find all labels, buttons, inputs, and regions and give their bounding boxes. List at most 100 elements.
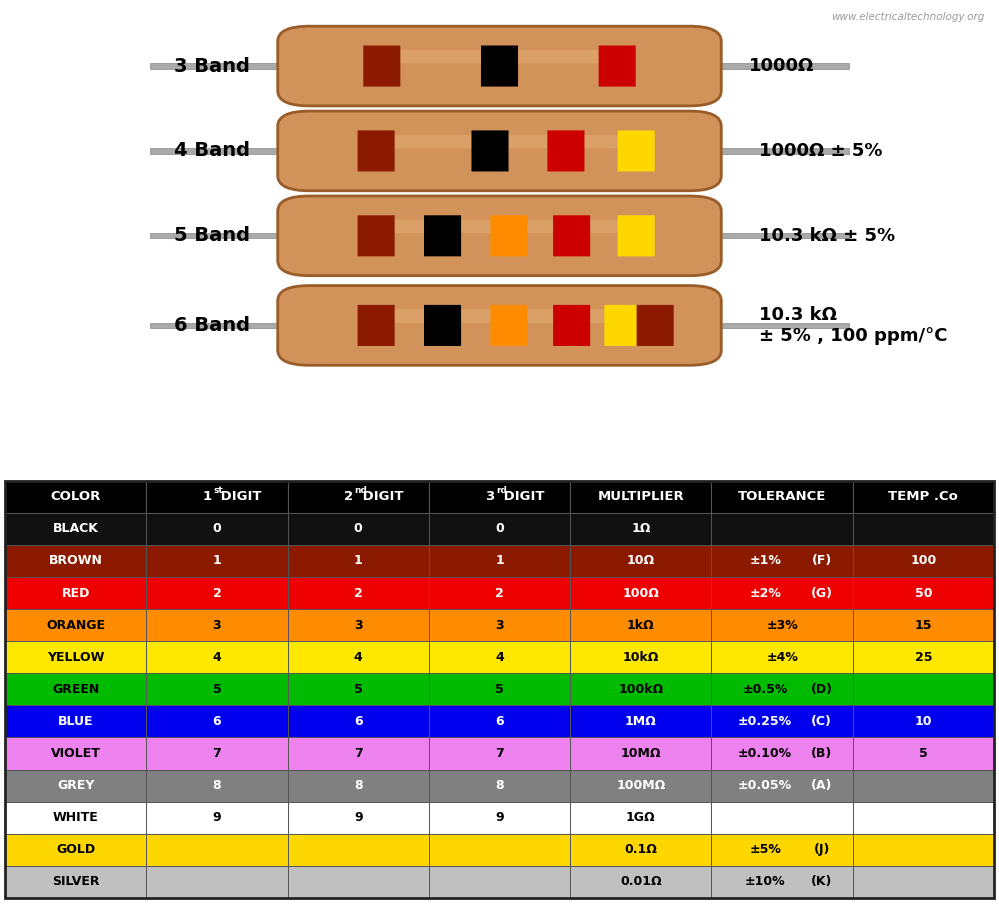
Text: 2: 2	[496, 587, 503, 600]
FancyBboxPatch shape	[358, 215, 395, 257]
Polygon shape	[150, 63, 310, 69]
FancyBboxPatch shape	[617, 215, 654, 257]
FancyBboxPatch shape	[853, 610, 994, 641]
FancyBboxPatch shape	[5, 737, 146, 769]
FancyBboxPatch shape	[5, 481, 146, 512]
Text: 25: 25	[915, 650, 932, 664]
Text: 5: 5	[919, 747, 928, 760]
FancyBboxPatch shape	[5, 641, 146, 673]
Text: ±3%: ±3%	[766, 619, 798, 631]
Text: 2: 2	[213, 587, 222, 600]
FancyBboxPatch shape	[146, 641, 288, 673]
Text: 10.3 kΩ ± 5%: 10.3 kΩ ± 5%	[759, 227, 895, 245]
FancyBboxPatch shape	[429, 481, 570, 512]
FancyBboxPatch shape	[424, 305, 462, 346]
FancyBboxPatch shape	[5, 769, 146, 802]
Text: GREY: GREY	[57, 779, 94, 792]
FancyBboxPatch shape	[5, 834, 146, 866]
FancyBboxPatch shape	[358, 131, 395, 171]
FancyBboxPatch shape	[278, 26, 721, 106]
Text: 8: 8	[496, 779, 503, 792]
FancyBboxPatch shape	[146, 577, 288, 610]
FancyBboxPatch shape	[547, 131, 584, 171]
Polygon shape	[689, 149, 849, 153]
FancyBboxPatch shape	[146, 610, 288, 641]
Text: ±10%: ±10%	[745, 875, 785, 888]
Text: 3: 3	[213, 619, 221, 631]
FancyBboxPatch shape	[711, 481, 853, 512]
Text: 100: 100	[910, 554, 936, 568]
FancyBboxPatch shape	[491, 215, 527, 257]
Text: 8: 8	[213, 779, 221, 792]
Text: 2: 2	[354, 587, 363, 600]
FancyBboxPatch shape	[429, 866, 570, 898]
FancyBboxPatch shape	[472, 131, 508, 171]
Text: MULTIPLIER: MULTIPLIER	[597, 491, 684, 503]
Text: 100kΩ: 100kΩ	[618, 683, 663, 696]
Text: DIGIT: DIGIT	[499, 491, 544, 503]
Text: ORANGE: ORANGE	[46, 619, 105, 631]
FancyBboxPatch shape	[429, 577, 570, 610]
Text: 10.3 kΩ
± 5% , 100 ppm/°C: 10.3 kΩ ± 5% , 100 ppm/°C	[759, 306, 948, 345]
FancyBboxPatch shape	[5, 802, 146, 834]
Text: 1: 1	[213, 554, 222, 568]
FancyBboxPatch shape	[381, 50, 618, 63]
FancyBboxPatch shape	[429, 769, 570, 802]
FancyBboxPatch shape	[711, 512, 853, 545]
Text: 100MΩ: 100MΩ	[616, 779, 665, 792]
Text: ±0.05%: ±0.05%	[738, 779, 792, 792]
Text: 6: 6	[354, 715, 363, 728]
FancyBboxPatch shape	[711, 866, 853, 898]
FancyBboxPatch shape	[278, 286, 721, 366]
FancyBboxPatch shape	[570, 481, 711, 512]
Text: GREEN: GREEN	[52, 683, 99, 696]
Polygon shape	[150, 323, 310, 328]
Text: 5 Band: 5 Band	[174, 227, 250, 245]
FancyBboxPatch shape	[711, 769, 853, 802]
Text: ±0.10%: ±0.10%	[738, 747, 792, 760]
Text: WHITE: WHITE	[53, 811, 99, 824]
FancyBboxPatch shape	[288, 610, 429, 641]
Polygon shape	[150, 149, 310, 153]
Text: (J): (J)	[813, 844, 830, 856]
Text: 1: 1	[496, 554, 503, 568]
FancyBboxPatch shape	[429, 641, 570, 673]
Text: 2: 2	[344, 491, 354, 503]
FancyBboxPatch shape	[711, 706, 853, 737]
Text: ±1%: ±1%	[749, 554, 781, 568]
FancyBboxPatch shape	[570, 641, 711, 673]
Text: ±5%: ±5%	[749, 844, 781, 856]
Text: (C): (C)	[811, 715, 832, 728]
Text: 4: 4	[213, 650, 222, 664]
FancyBboxPatch shape	[429, 802, 570, 834]
FancyBboxPatch shape	[853, 673, 994, 706]
FancyBboxPatch shape	[288, 834, 429, 866]
FancyBboxPatch shape	[711, 641, 853, 673]
FancyBboxPatch shape	[278, 111, 721, 190]
Text: RED: RED	[62, 587, 90, 600]
FancyBboxPatch shape	[146, 673, 288, 706]
FancyBboxPatch shape	[570, 545, 711, 577]
FancyBboxPatch shape	[570, 802, 711, 834]
Text: 0.01Ω: 0.01Ω	[620, 875, 661, 888]
Text: 4: 4	[496, 650, 503, 664]
Text: 3: 3	[496, 619, 503, 631]
Text: 6: 6	[213, 715, 221, 728]
FancyBboxPatch shape	[853, 866, 994, 898]
FancyBboxPatch shape	[429, 834, 570, 866]
Text: 1kΩ: 1kΩ	[627, 619, 654, 631]
Text: rd: rd	[496, 486, 506, 495]
FancyBboxPatch shape	[146, 737, 288, 769]
FancyBboxPatch shape	[381, 135, 618, 149]
FancyBboxPatch shape	[429, 545, 570, 577]
FancyBboxPatch shape	[288, 769, 429, 802]
Text: 7: 7	[496, 747, 503, 760]
FancyBboxPatch shape	[288, 512, 429, 545]
FancyBboxPatch shape	[5, 866, 146, 898]
Text: 100Ω: 100Ω	[622, 587, 659, 600]
Text: (F): (F)	[811, 554, 832, 568]
FancyBboxPatch shape	[570, 706, 711, 737]
Text: 1: 1	[354, 554, 363, 568]
Text: 10Ω: 10Ω	[626, 554, 655, 568]
FancyBboxPatch shape	[570, 834, 711, 866]
